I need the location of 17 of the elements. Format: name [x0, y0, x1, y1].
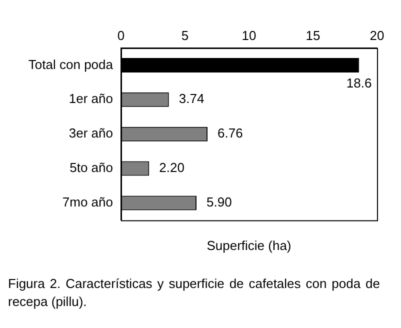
data-label: 5.90 — [206, 194, 232, 210]
data-label: 3.74 — [178, 91, 204, 106]
y-tick-label: Total con poda — [28, 56, 114, 72]
x-tick-label: 5 — [181, 28, 189, 43]
x-tick-label: 15 — [306, 28, 320, 43]
y-tick-label: 3er año — [68, 126, 113, 141]
y-tick-label: 7mo año — [62, 194, 113, 210]
x-axis-title: Superficie (ha) — [206, 238, 292, 253]
data-label: 6.76 — [218, 126, 243, 141]
data-label: 18.6 — [346, 76, 372, 91]
data-label: 2.20 — [159, 160, 184, 176]
text: Figura 2. Características y superficie de cafetales con poda de recepa (pillu). — [8, 275, 380, 311]
y-tick-label: 1er año — [68, 91, 113, 106]
x-tick-label: 20 — [370, 28, 384, 43]
x-tick-label: 10 — [242, 28, 256, 43]
y-tick-label: 5to año — [70, 160, 113, 176]
x-tick-label: 0 — [117, 28, 125, 43]
